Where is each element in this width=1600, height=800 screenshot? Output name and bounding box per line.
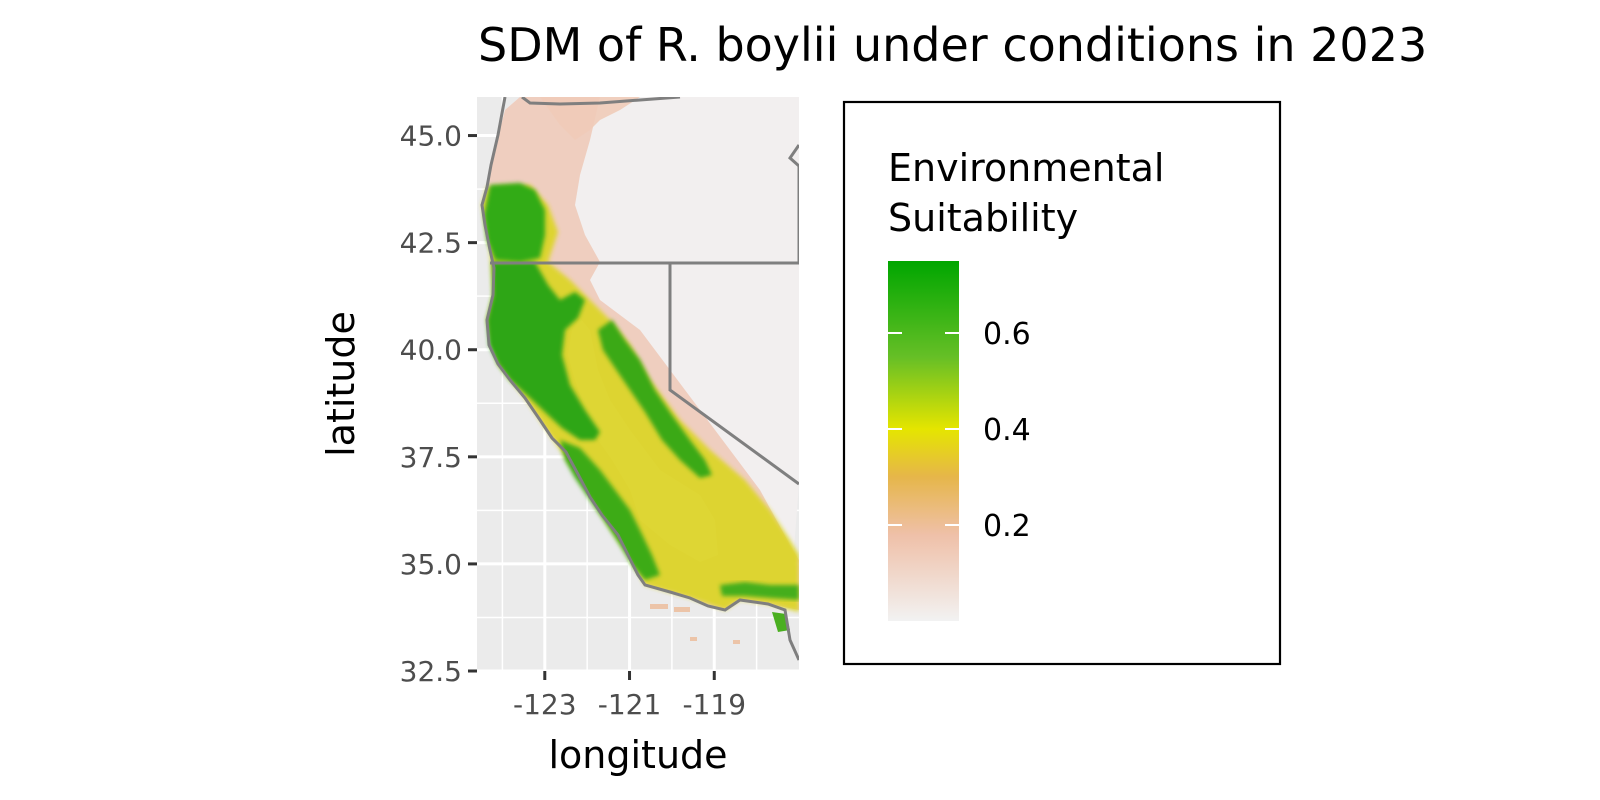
legend: Environmental Suitability 0.2 0.4 0.6 bbox=[844, 102, 1280, 664]
legend-tick-label: 0.4 bbox=[983, 413, 1031, 448]
y-tick-label: 40.0 bbox=[400, 334, 462, 367]
y-axis-title: latitude bbox=[319, 311, 363, 457]
legend-colorbar bbox=[888, 261, 959, 621]
legend-title-line-1: Environmental bbox=[888, 146, 1164, 190]
legend-tick-label: 0.6 bbox=[983, 317, 1031, 352]
x-tick-label: -123 bbox=[513, 688, 577, 721]
y-tick-label: 42.5 bbox=[400, 227, 462, 260]
y-tick-label: 35.0 bbox=[400, 548, 462, 581]
high-north bbox=[484, 183, 545, 262]
x-axis-title: longitude bbox=[548, 733, 727, 777]
legend-title-line-2: Suitability bbox=[888, 196, 1078, 240]
y-tick-label: 32.5 bbox=[400, 655, 462, 688]
legend-tick-label: 0.2 bbox=[983, 509, 1031, 544]
x-tick-label: -119 bbox=[682, 688, 746, 721]
chart-title: SDM of R. boylii under conditions in 202… bbox=[478, 18, 1427, 72]
y-tick-label: 45.0 bbox=[400, 120, 462, 153]
x-tick-label: -121 bbox=[598, 688, 662, 721]
y-tick-label: 37.5 bbox=[400, 441, 462, 474]
